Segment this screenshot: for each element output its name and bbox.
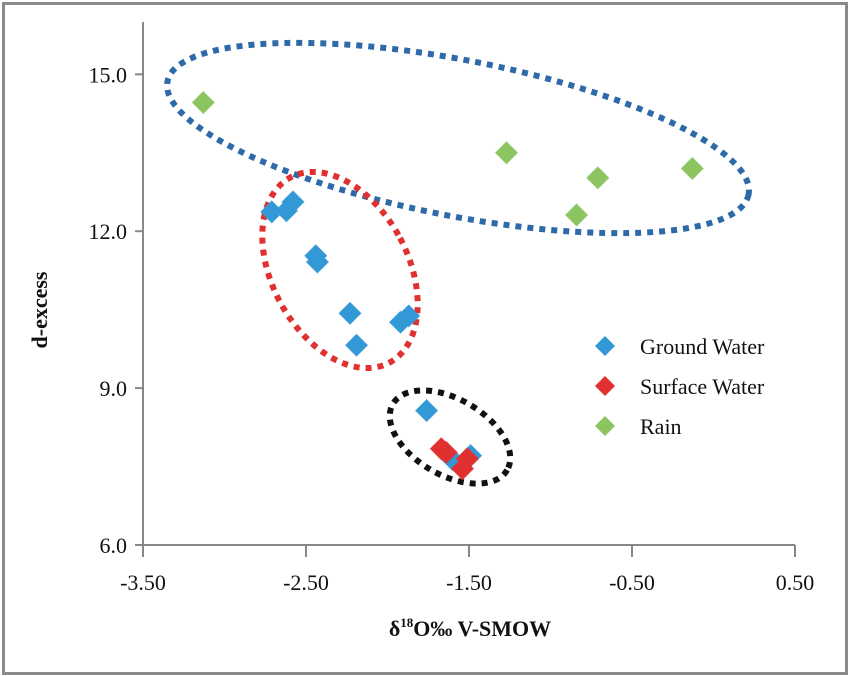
y-tick-label: 15.0 <box>89 62 128 87</box>
x-axis-title-suffix: O‰ V-SMOW <box>413 616 551 641</box>
x-axis-title: δ18O‰ V-SMOW <box>389 615 551 641</box>
y-tick-label: 6.0 <box>100 533 128 558</box>
point-rain <box>494 141 519 165</box>
annotations-layer <box>164 39 752 487</box>
x-tick-label: -0.50 <box>609 570 655 595</box>
point-surface-water <box>450 456 475 481</box>
point-rain <box>564 203 589 227</box>
ticks-layer: -3.50 -2.50 -1.50 -0.50 0.50 6.0 9.0 12.0 15.0 <box>89 62 815 595</box>
legend-marker-surface-water <box>595 376 615 396</box>
point-ground-water <box>414 398 439 423</box>
legend: Ground Water Surface Water Rain <box>595 334 765 439</box>
x-tick-label: -1.50 <box>446 570 492 595</box>
point-surface-water <box>434 440 458 465</box>
y-tick-label: 9.0 <box>100 376 128 401</box>
legend-label-surface-water: Surface Water <box>640 374 765 399</box>
x-tick-label: -2.50 <box>283 570 329 595</box>
y-tick-label: 12.0 <box>89 219 128 244</box>
point-ground-water <box>338 301 362 326</box>
points-layer <box>191 90 705 481</box>
y-axis-title: d-excess <box>27 271 52 348</box>
x-axis-title-prefix: δ <box>389 616 400 641</box>
legend-marker-rain <box>595 416 615 436</box>
legend-label-ground-water: Ground Water <box>640 334 765 359</box>
point-ground-water <box>281 190 305 214</box>
point-rain <box>191 90 216 115</box>
annotation-ellipse-1 <box>259 168 421 372</box>
point-ground-water <box>305 250 330 274</box>
legend-label-rain: Rain <box>640 414 682 439</box>
annotation-ellipse-2 <box>386 387 514 487</box>
x-axis-title-sup: 18 <box>400 615 414 630</box>
x-tick-label: -3.50 <box>120 570 166 595</box>
point-rain <box>586 166 610 190</box>
x-tick-label: 0.50 <box>776 570 815 595</box>
annotation-ellipse-0 <box>164 39 752 237</box>
point-rain <box>680 156 705 181</box>
point-ground-water <box>396 304 421 328</box>
point-ground-water <box>344 333 369 357</box>
legend-marker-ground-water <box>595 336 615 356</box>
